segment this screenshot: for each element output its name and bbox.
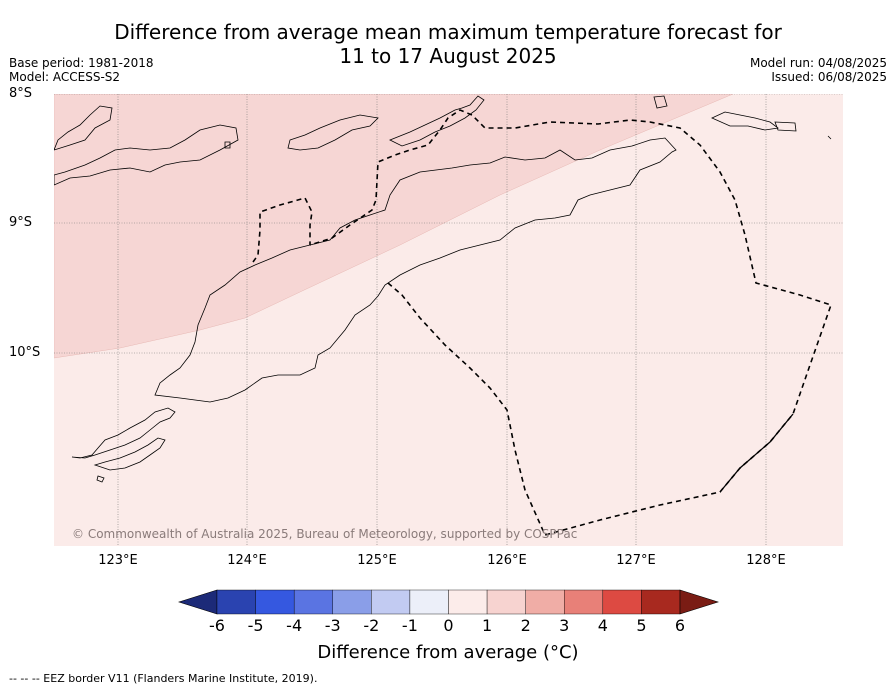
- colorbar-segment: [332, 589, 372, 615]
- alor-coastline: [287, 114, 379, 151]
- colorbar-segment: [602, 589, 642, 615]
- island-east-3: [653, 95, 668, 109]
- lon-label-125e: 125°E: [357, 553, 397, 568]
- colorbar-tick-label: -1: [401, 616, 418, 635]
- colorbar-segment: [525, 589, 565, 615]
- roti-coastline: [71, 407, 176, 459]
- island-east-1: [711, 111, 780, 131]
- lon-label-127e: 127°E: [616, 553, 656, 568]
- small-island-1: [96, 475, 105, 483]
- title-line-1: Difference from average mean maximum tem…: [114, 20, 782, 44]
- map-title: Difference from average mean maximum tem…: [0, 20, 896, 68]
- eez-legend-footer: -- -- -- EEZ border V11 (Flanders Marine…: [9, 672, 318, 685]
- colorbar-segment: [486, 589, 526, 615]
- colorbar-tick-label: -4: [286, 616, 303, 635]
- colorbar-segment: [564, 589, 604, 615]
- colorbar-tick-label: 6: [674, 616, 686, 635]
- colorbar-segment: [216, 589, 256, 615]
- island-west-small: [224, 141, 231, 149]
- colorbar-tick-label: -3: [324, 616, 341, 635]
- northern-islands: [54, 124, 239, 186]
- eez-solid-segment: [719, 413, 794, 493]
- lon-label-123e: 123°E: [98, 553, 138, 568]
- colorbar-segment: [409, 589, 449, 615]
- colorbar-tick-label: 0: [443, 616, 454, 635]
- colorbar-tick-label: 5: [636, 616, 647, 635]
- colorbar-title: Difference from average (°C): [317, 642, 579, 663]
- eez-border: [252, 109, 833, 536]
- colorbar-tick-label: 2: [520, 616, 531, 635]
- island-east-2: [774, 121, 797, 132]
- colorbar-tick-label: 4: [597, 616, 608, 635]
- title-line-2: 11 to 17 August 2025: [339, 44, 557, 68]
- issued-date: Issued: 06/08/2025: [771, 70, 887, 84]
- colorbar-segment: [448, 589, 488, 615]
- semau-coastline: [93, 437, 166, 471]
- colorbar-extend-low: [178, 589, 218, 615]
- model-run: Model run: 04/08/2025: [749, 56, 887, 70]
- colorbar-tick-label: 3: [559, 616, 570, 635]
- map-area: © Commonwealth of Australia 2025, Bureau…: [54, 94, 843, 546]
- flores-coastline: [54, 105, 113, 151]
- anomaly-region-1-to-2: [54, 94, 734, 359]
- colorbar-tick-label: -6: [209, 616, 225, 635]
- model-name: Model: ACCESS-S2: [9, 70, 121, 84]
- colorbar-tick-label: -5: [247, 616, 264, 635]
- eez-oecusse: [252, 197, 313, 263]
- colorbar-extend-high: [679, 589, 719, 615]
- timor-coastline: [154, 137, 677, 403]
- lat-label-10s: 10°S: [9, 345, 41, 360]
- colorbar-segment: [371, 589, 411, 615]
- base-period: Base period: 1981-2018: [9, 56, 154, 70]
- eez-timor-leste: [309, 109, 833, 536]
- lat-label-8s: 8°S: [9, 86, 33, 101]
- colorbar-tick-label: -2: [363, 616, 380, 635]
- lon-label-126e: 126°E: [487, 553, 527, 568]
- colorbar: [178, 589, 719, 615]
- meta-right: Model run: 04/08/2025 Issued: 06/08/2025: [750, 56, 887, 84]
- coastlines: [54, 95, 832, 483]
- lon-label-124e: 124°E: [227, 553, 267, 568]
- lat-label-9s: 9°S: [9, 215, 33, 230]
- colorbar-tick-label: 1: [481, 616, 493, 635]
- wetar-coastline: [389, 95, 485, 147]
- colorbar-segment: [641, 589, 681, 615]
- colorbar-segment: [293, 589, 333, 615]
- lon-label-128e: 128°E: [746, 553, 786, 568]
- meta-left: Base period: 1981-2018 Model: ACCESS-S2: [9, 56, 154, 84]
- copyright-watermark: © Commonwealth of Australia 2025, Bureau…: [72, 527, 577, 541]
- colorbar-segment: [255, 589, 295, 615]
- island-far-east: [827, 135, 832, 140]
